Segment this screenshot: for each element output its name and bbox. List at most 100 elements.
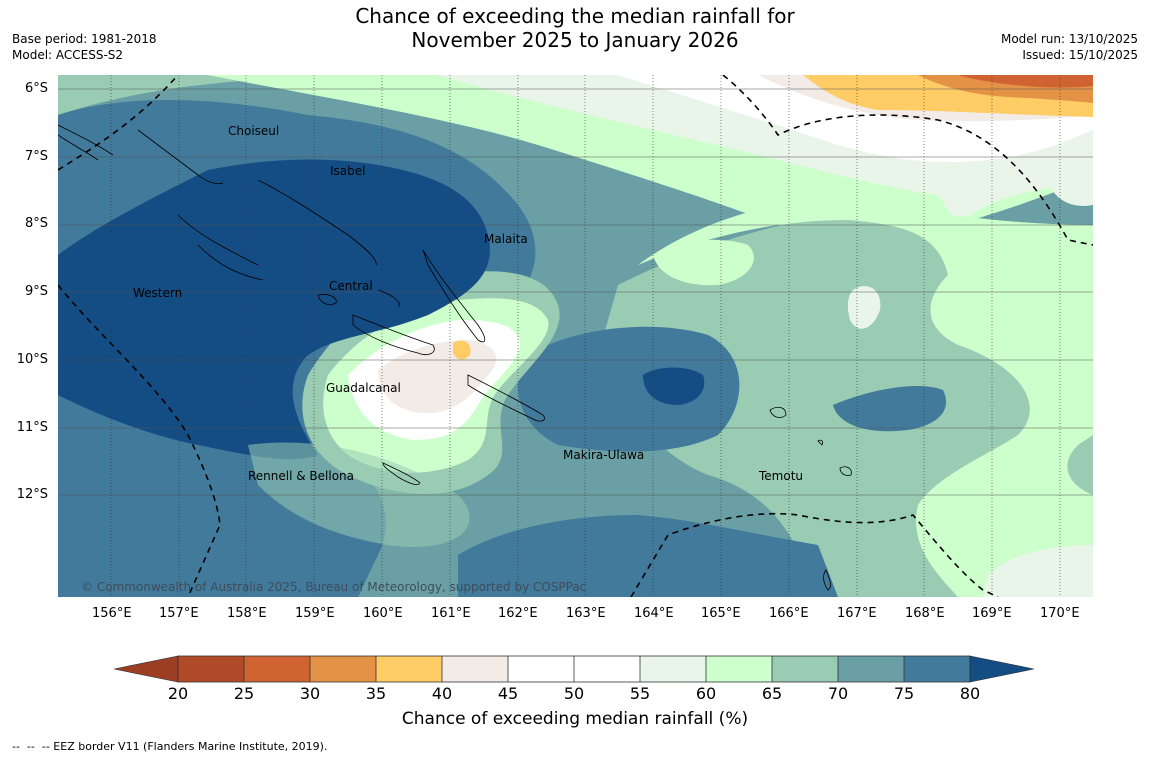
zone-55-60-right <box>1048 155 1093 206</box>
colorbar-tick-45: 45 <box>497 684 519 703</box>
colorbar-tick-55: 55 <box>629 684 651 703</box>
zone-75-80-south <box>458 515 838 597</box>
lat-label-7s: 7°S <box>24 149 48 164</box>
place-isabel: Isabel <box>330 164 366 178</box>
zone-40-45-guadalcanal <box>378 340 497 414</box>
colorbar-30-35 <box>310 656 376 682</box>
zone-55-60-east <box>983 545 1093 597</box>
place-central: Central <box>329 279 373 293</box>
colorbar-tick-80: 80 <box>959 684 981 703</box>
title-line-1: Chance of exceeding the median rainfall … <box>355 4 795 28</box>
place-temotu: Temotu <box>759 469 804 483</box>
title-line-2: November 2025 to January 2026 <box>411 28 739 52</box>
lon-label-163e: 163°E <box>566 606 606 621</box>
zone-35-40-guadalcanal <box>453 340 471 360</box>
colorbar-tick-60: 60 <box>695 684 717 703</box>
issued-date: Issued: 15/10/2025 <box>1022 48 1138 62</box>
colorbar-tick-70: 70 <box>827 684 849 703</box>
lon-label-165e: 165°E <box>701 606 741 621</box>
graticule-lat <box>58 88 1093 496</box>
lat-label-6s: 6°S <box>24 81 48 96</box>
copyright-notice: © Commonwealth of Australia 2025, Bureau… <box>81 580 587 594</box>
coast-temotu-2 <box>839 466 852 476</box>
colorbar-tick-65: 65 <box>761 684 783 703</box>
coast-makira <box>467 374 545 422</box>
place-guadalcanal: Guadalcanal <box>326 381 401 395</box>
colorbar-tick-35: 35 <box>365 684 387 703</box>
base-period: Base period: 1981-2018 <box>12 32 157 46</box>
coast-central <box>317 289 400 308</box>
colorbar-high-arrow <box>969 655 1035 683</box>
lon-label-166e: 166°E <box>769 606 809 621</box>
coast-guadalcanal <box>352 314 435 355</box>
colorbar-75-80 <box>904 656 970 682</box>
lat-label-9s: 9°S <box>24 284 48 299</box>
place-malaita: Malaita <box>484 232 528 246</box>
lon-label-160e: 160°E <box>363 606 403 621</box>
colorbar-25-30 <box>244 656 310 682</box>
lat-label-11s: 11°S <box>16 420 48 435</box>
coast-malaita <box>422 249 486 343</box>
lon-label-162e: 162°E <box>498 606 538 621</box>
colorbar <box>114 655 1035 683</box>
colorbar-tick-40: 40 <box>431 684 453 703</box>
lon-label-156e: 156°E <box>92 606 132 621</box>
lon-label-161e: 161°E <box>431 606 471 621</box>
colorbar-low-arrow <box>114 655 179 683</box>
lon-label-158e: 158°E <box>227 606 267 621</box>
colorbar-40-45 <box>442 656 508 682</box>
colorbar-tick-30: 30 <box>299 684 321 703</box>
model-name: Model: ACCESS-S2 <box>12 48 124 62</box>
graticule <box>110 75 1061 597</box>
coast-rennell <box>382 462 421 485</box>
lat-label-8s: 8°S <box>24 216 48 231</box>
zone-75-80-makira <box>518 326 740 452</box>
eez-border <box>58 75 1093 597</box>
coast-small-2 <box>823 569 832 591</box>
lon-label-157e: 157°E <box>159 606 199 621</box>
coastlines <box>58 124 852 591</box>
lon-label-159e: 159°E <box>295 606 335 621</box>
lon-label-170e: 170°E <box>1040 606 1080 621</box>
coast-bougainville <box>58 124 114 161</box>
zone-65-70-southwest <box>248 442 470 547</box>
zone-60-65-east <box>638 199 1093 597</box>
colorbar-tick-20: 20 <box>167 684 189 703</box>
map-title: Chance of exceeding the median rainfall … <box>0 4 1150 52</box>
colorbar-70-75 <box>838 656 904 682</box>
lon-label-169e: 169°E <box>972 606 1012 621</box>
coast-isabel <box>257 179 377 266</box>
meta-left: Base period: 1981-2018 Model: ACCESS-S2 <box>12 31 157 63</box>
eez-footnote: -- -- -- EEZ border V11 (Flanders Marine… <box>12 740 328 753</box>
coast-small-1 <box>817 439 824 446</box>
lon-label-167e: 167°E <box>837 606 877 621</box>
meta-right: Model run: 13/10/2025 Issued: 15/10/2025 <box>1001 31 1138 63</box>
colorbar-65-70 <box>772 656 838 682</box>
rainfall-map <box>58 75 1093 597</box>
zone-55-60-mid <box>847 286 881 329</box>
coast-choiseul <box>137 129 224 185</box>
zone-60-65-pocket <box>653 239 754 286</box>
colorbar-tick-75: 75 <box>893 684 915 703</box>
colorbar-title: Chance of exceeding median rainfall (%) <box>401 709 749 729</box>
lat-label-12s: 12°S <box>16 487 48 502</box>
colorbar-60-65 <box>706 656 772 682</box>
model-run: Model run: 13/10/2025 <box>1000 32 1138 46</box>
colorbar-55-60 <box>640 656 706 682</box>
lat-label-10s: 10°S <box>16 352 48 367</box>
place-choiseul: Choiseul <box>228 124 280 138</box>
lon-label-164e: 164°E <box>634 606 674 621</box>
colorbar-tick-25: 25 <box>233 684 255 703</box>
colorbar-20-25 <box>178 656 244 682</box>
lon-label-168e: 168°E <box>905 606 945 621</box>
colorbar-50-55 <box>574 656 640 682</box>
zone-75-80-east <box>833 385 947 432</box>
place-makira-ulawa: Makira-Ulawa <box>563 448 645 462</box>
coast-temotu-1 <box>769 406 787 418</box>
colorbar-tick-50: 50 <box>563 684 585 703</box>
place-western: Western <box>133 286 183 300</box>
place-rennell-bellona: Rennell & Bellona <box>248 469 355 483</box>
colorbar-45-50 <box>508 656 574 682</box>
colorbar-35-40 <box>376 656 442 682</box>
coast-western <box>177 214 264 281</box>
